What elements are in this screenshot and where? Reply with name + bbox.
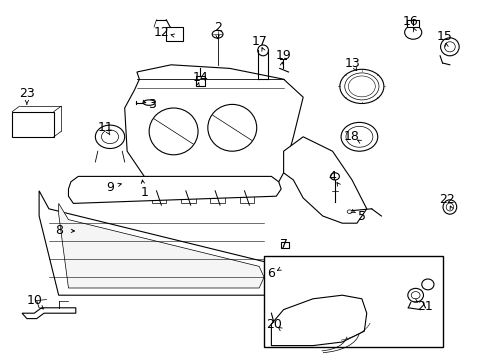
Text: 5: 5 bbox=[357, 210, 365, 222]
Polygon shape bbox=[39, 191, 278, 295]
Polygon shape bbox=[283, 137, 366, 223]
Polygon shape bbox=[124, 65, 303, 191]
Text: 22: 22 bbox=[439, 193, 454, 206]
Bar bbox=[151, 194, 166, 203]
Text: 20: 20 bbox=[265, 318, 281, 330]
Text: 2: 2 bbox=[213, 21, 221, 33]
Text: 15: 15 bbox=[436, 30, 452, 42]
Polygon shape bbox=[68, 176, 281, 203]
Text: 23: 23 bbox=[19, 87, 35, 100]
Bar bbox=[12, 112, 54, 137]
Text: 18: 18 bbox=[344, 130, 359, 143]
Bar bbox=[181, 194, 195, 203]
Text: 7: 7 bbox=[279, 238, 287, 251]
Text: 9: 9 bbox=[106, 181, 114, 194]
Text: 8: 8 bbox=[55, 224, 62, 237]
Text: 13: 13 bbox=[344, 57, 359, 69]
Bar bbox=[210, 194, 224, 203]
Bar bbox=[407, 20, 418, 27]
Text: 10: 10 bbox=[26, 294, 42, 307]
Bar bbox=[239, 194, 254, 203]
Bar bbox=[195, 76, 205, 86]
Text: 17: 17 bbox=[251, 35, 266, 48]
Text: 4: 4 bbox=[328, 170, 336, 183]
Text: 14: 14 bbox=[192, 71, 208, 84]
Polygon shape bbox=[22, 308, 76, 319]
Text: 16: 16 bbox=[402, 15, 418, 28]
Text: 1: 1 bbox=[140, 186, 148, 199]
Polygon shape bbox=[271, 295, 366, 346]
Text: 21: 21 bbox=[417, 300, 432, 312]
Text: 6: 6 bbox=[267, 267, 275, 280]
Bar bbox=[166, 27, 183, 41]
Text: 12: 12 bbox=[153, 26, 169, 39]
Text: 19: 19 bbox=[275, 49, 291, 62]
Text: 11: 11 bbox=[97, 121, 113, 134]
Text: 3: 3 bbox=[147, 98, 155, 111]
Bar bbox=[264, 256, 442, 347]
Bar bbox=[281, 242, 288, 248]
Polygon shape bbox=[59, 203, 264, 288]
